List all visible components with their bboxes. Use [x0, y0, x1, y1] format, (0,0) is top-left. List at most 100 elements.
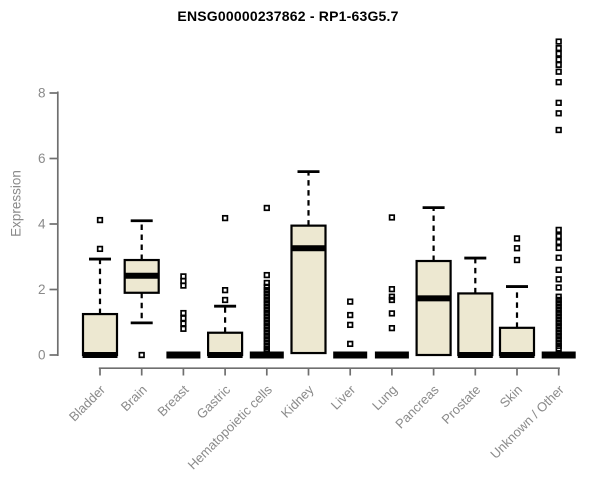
collapsed-box: [541, 351, 576, 359]
x-category-label: Pancreas: [392, 382, 442, 432]
median-line: [207, 352, 243, 358]
outlier-point: [555, 56, 562, 63]
x-category-label: Brain: [118, 382, 150, 414]
outlier-point: [555, 266, 562, 273]
outlier-point: [388, 310, 396, 317]
x-category-label: Kidney: [278, 382, 317, 421]
outlier-point: [388, 286, 396, 293]
outlier-point: [347, 311, 354, 319]
outlier-point: [138, 351, 145, 359]
collapsed-box: [166, 351, 201, 359]
collapsed-box: [374, 351, 409, 359]
outlier-point: [513, 245, 521, 252]
outlier-point: [263, 283, 270, 291]
box-breast: [166, 273, 201, 359]
outlier-point: [221, 296, 229, 304]
outlier-point: [263, 271, 270, 279]
outlier-point: [180, 325, 187, 332]
outlier-point: [263, 329, 270, 336]
outlier-point: [555, 336, 562, 343]
outlier-point: [221, 287, 229, 294]
outlier-point: [263, 290, 270, 297]
outlier-point: [263, 319, 270, 327]
outlier-point: [263, 309, 270, 317]
outlier-point: [263, 313, 270, 320]
collapsed-box: [333, 351, 368, 359]
box-skin: [498, 235, 536, 358]
median-line: [124, 272, 160, 279]
outlier-point: [221, 214, 229, 222]
outlier-point: [263, 204, 270, 212]
outlier-point: [388, 296, 396, 304]
outlier-point: [555, 276, 562, 283]
outlier-point: [180, 315, 187, 322]
box-brain: [123, 219, 160, 359]
box-lung: [374, 214, 409, 359]
x-category-label: Lung: [369, 382, 400, 413]
outlier-point: [263, 296, 270, 304]
median-line: [416, 295, 452, 302]
median-line: [499, 352, 535, 358]
x-category-label: Unknown / Other: [487, 382, 567, 462]
outlier-point: [555, 316, 562, 323]
outlier-point: [555, 38, 562, 45]
outlier-point: [555, 293, 562, 300]
outlier-point: [96, 245, 104, 253]
outlier-point: [555, 44, 562, 52]
outlier-point: [555, 332, 562, 340]
outlier-point: [555, 339, 562, 346]
median-line: [82, 352, 118, 358]
outlier-point: [555, 61, 562, 68]
outlier-point: [555, 79, 562, 86]
outlier-point: [555, 68, 562, 75]
outlier-point: [555, 226, 562, 234]
box-bladder: [81, 216, 119, 358]
collapsed-box: [249, 351, 284, 359]
outlier-point: [263, 332, 270, 340]
outlier-point: [263, 303, 270, 310]
box-pancreas: [415, 206, 452, 357]
box-rect: [498, 326, 536, 357]
y-tick-label: 0: [38, 348, 46, 363]
outlier-point: [555, 232, 562, 240]
median-line: [457, 352, 493, 358]
x-category-label: Breast: [154, 382, 191, 419]
outlier-point: [263, 306, 270, 313]
outlier-point: [555, 126, 562, 134]
outlier-point: [555, 345, 562, 352]
y-tick-label: 4: [38, 217, 46, 232]
y-tick-label: 6: [38, 151, 46, 166]
outlier-point: [263, 326, 270, 333]
box-prostate: [457, 256, 494, 358]
outlier-point: [555, 296, 562, 304]
outlier-point: [555, 284, 562, 291]
outlier-point: [555, 326, 562, 333]
outlier-point: [555, 99, 562, 106]
y-tick-label: 8: [38, 86, 46, 101]
outlier-point: [263, 287, 270, 294]
x-category-label: Bladder: [66, 382, 109, 425]
outlier-point: [555, 319, 562, 327]
x-category-label: Prostate: [439, 382, 484, 427]
outlier-point: [555, 309, 562, 317]
outlier-point: [555, 323, 562, 330]
x-category-label: Liver: [328, 382, 359, 413]
outlier-point: [388, 293, 396, 300]
box-rect: [81, 312, 119, 357]
outlier-point: [263, 300, 270, 307]
outlier-point: [555, 313, 562, 320]
box-rect: [457, 292, 494, 357]
outlier-point: [555, 254, 562, 261]
outlier-point: [263, 293, 270, 300]
outlier-point: [180, 282, 187, 289]
y-axis: 0 2 4 6 8: [38, 86, 59, 363]
outlier-point: [555, 244, 562, 252]
outlier-point: [555, 329, 562, 336]
outlier-point: [555, 303, 562, 310]
outlier-point: [555, 110, 562, 117]
outlier-point: [555, 300, 562, 307]
outlier-point: [263, 342, 270, 349]
